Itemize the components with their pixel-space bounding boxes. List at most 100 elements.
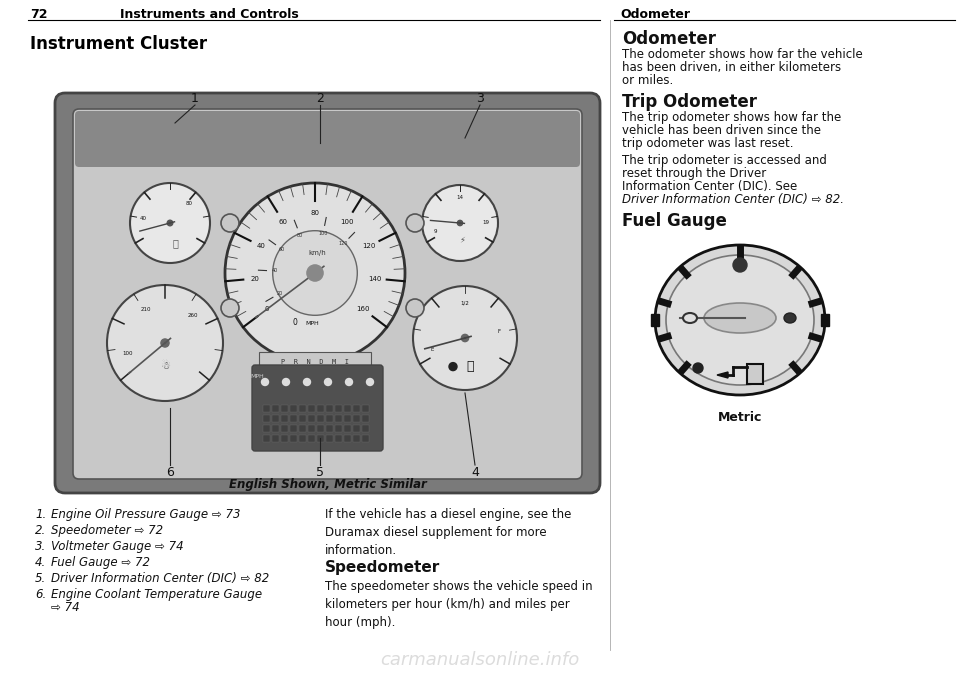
Text: Trip Odometer: Trip Odometer [622, 93, 757, 111]
FancyBboxPatch shape [73, 109, 582, 479]
Bar [290, 435, 297, 442]
Text: ☃: ☃ [160, 361, 170, 371]
Bar [281, 425, 288, 432]
Text: 80: 80 [310, 210, 320, 216]
Circle shape [462, 334, 468, 342]
Bar [335, 415, 342, 422]
Bar [281, 405, 288, 412]
Text: 140: 140 [369, 275, 382, 281]
Bar [290, 405, 297, 412]
Ellipse shape [406, 214, 424, 232]
Text: Metric: Metric [718, 411, 762, 424]
Bar [821, 314, 829, 326]
Bar [326, 425, 333, 432]
Text: 0: 0 [293, 318, 298, 327]
Bar [299, 405, 306, 412]
Circle shape [422, 185, 498, 261]
Bar [335, 425, 342, 432]
Ellipse shape [704, 303, 776, 333]
Circle shape [346, 378, 352, 386]
Text: vehicle has been driven since the: vehicle has been driven since the [622, 124, 821, 137]
Text: 1.: 1. [35, 508, 46, 521]
Text: 2: 2 [316, 92, 324, 104]
Bar [326, 405, 333, 412]
Bar [353, 425, 360, 432]
Text: 80: 80 [297, 233, 303, 238]
Text: 5.: 5. [35, 572, 46, 585]
Text: 100: 100 [319, 231, 327, 236]
Circle shape [449, 363, 457, 371]
Text: 20: 20 [276, 291, 283, 296]
Bar [747, 364, 763, 384]
Circle shape [324, 378, 331, 386]
Text: If the vehicle has a diesel engine, see the
Duramax diesel supplement for more
i: If the vehicle has a diesel engine, see … [325, 508, 571, 557]
Bar [317, 415, 324, 422]
Ellipse shape [666, 255, 814, 385]
Text: 80: 80 [185, 201, 193, 206]
Bar [353, 405, 360, 412]
Text: carmanualsonline.info: carmanualsonline.info [380, 651, 580, 669]
Ellipse shape [655, 245, 825, 395]
Text: ⛽: ⛽ [467, 360, 473, 373]
Text: P  R  N  D  M  I: P R N D M I [281, 359, 349, 365]
Text: 72: 72 [30, 9, 47, 22]
Text: 40: 40 [256, 243, 266, 249]
Text: 40: 40 [272, 268, 277, 273]
Circle shape [130, 183, 210, 263]
Text: 1/2: 1/2 [461, 300, 469, 306]
Text: Instruments and Controls: Instruments and Controls [120, 9, 299, 22]
Ellipse shape [406, 299, 424, 317]
FancyBboxPatch shape [55, 93, 600, 493]
Circle shape [307, 265, 324, 281]
Bar [281, 415, 288, 422]
Text: The trip odometer shows how far the: The trip odometer shows how far the [622, 111, 841, 124]
Text: 5: 5 [316, 466, 324, 479]
Text: reset through the Driver: reset through the Driver [622, 167, 766, 180]
Text: 6.: 6. [35, 588, 46, 601]
Text: Voltmeter Gauge ⇨ 74: Voltmeter Gauge ⇨ 74 [51, 540, 183, 553]
Text: Fuel Gauge ⇨ 72: Fuel Gauge ⇨ 72 [51, 556, 150, 569]
Text: Driver Information Center (DIC) ⇨ 82: Driver Information Center (DIC) ⇨ 82 [51, 572, 269, 585]
Text: 210: 210 [140, 307, 151, 312]
Text: 4.: 4. [35, 556, 46, 569]
Bar [290, 425, 297, 432]
Text: The speedometer shows the vehicle speed in
kilometers per hour (km/h) and miles : The speedometer shows the vehicle speed … [325, 580, 592, 629]
FancyBboxPatch shape [75, 111, 580, 167]
Circle shape [303, 378, 310, 386]
Text: 1: 1 [191, 92, 199, 104]
Bar [272, 415, 279, 422]
Text: Driver Information Center (DIC) ⇨ 82.: Driver Information Center (DIC) ⇨ 82. [622, 193, 844, 206]
Text: 120: 120 [339, 241, 348, 246]
Text: 4: 4 [471, 466, 479, 479]
Text: trip odometer was last reset.: trip odometer was last reset. [622, 137, 794, 150]
Bar [362, 425, 369, 432]
Circle shape [693, 363, 703, 373]
Bar [335, 405, 342, 412]
FancyBboxPatch shape [259, 352, 371, 372]
Bar [344, 405, 351, 412]
Circle shape [273, 231, 357, 315]
Ellipse shape [784, 313, 796, 323]
Bar [308, 435, 315, 442]
Text: English Shown, Metric Similar: English Shown, Metric Similar [229, 478, 427, 491]
Text: Speedometer: Speedometer [325, 560, 441, 575]
Circle shape [282, 378, 290, 386]
Text: 🛢: 🛢 [172, 238, 178, 248]
Text: The trip odometer is accessed and: The trip odometer is accessed and [622, 154, 827, 167]
Bar [281, 435, 288, 442]
Bar [263, 415, 270, 422]
Circle shape [225, 183, 405, 363]
Text: 6: 6 [166, 466, 174, 479]
Bar [362, 405, 369, 412]
Bar [344, 415, 351, 422]
Bar [299, 425, 306, 432]
Text: E: E [431, 347, 434, 353]
Circle shape [413, 286, 517, 390]
Text: Information Center (DIC). See: Information Center (DIC). See [622, 180, 797, 193]
Text: 60: 60 [279, 247, 285, 252]
Circle shape [107, 285, 223, 401]
Ellipse shape [221, 214, 239, 232]
Bar [263, 405, 270, 412]
Bar [344, 425, 351, 432]
Bar [308, 415, 315, 422]
